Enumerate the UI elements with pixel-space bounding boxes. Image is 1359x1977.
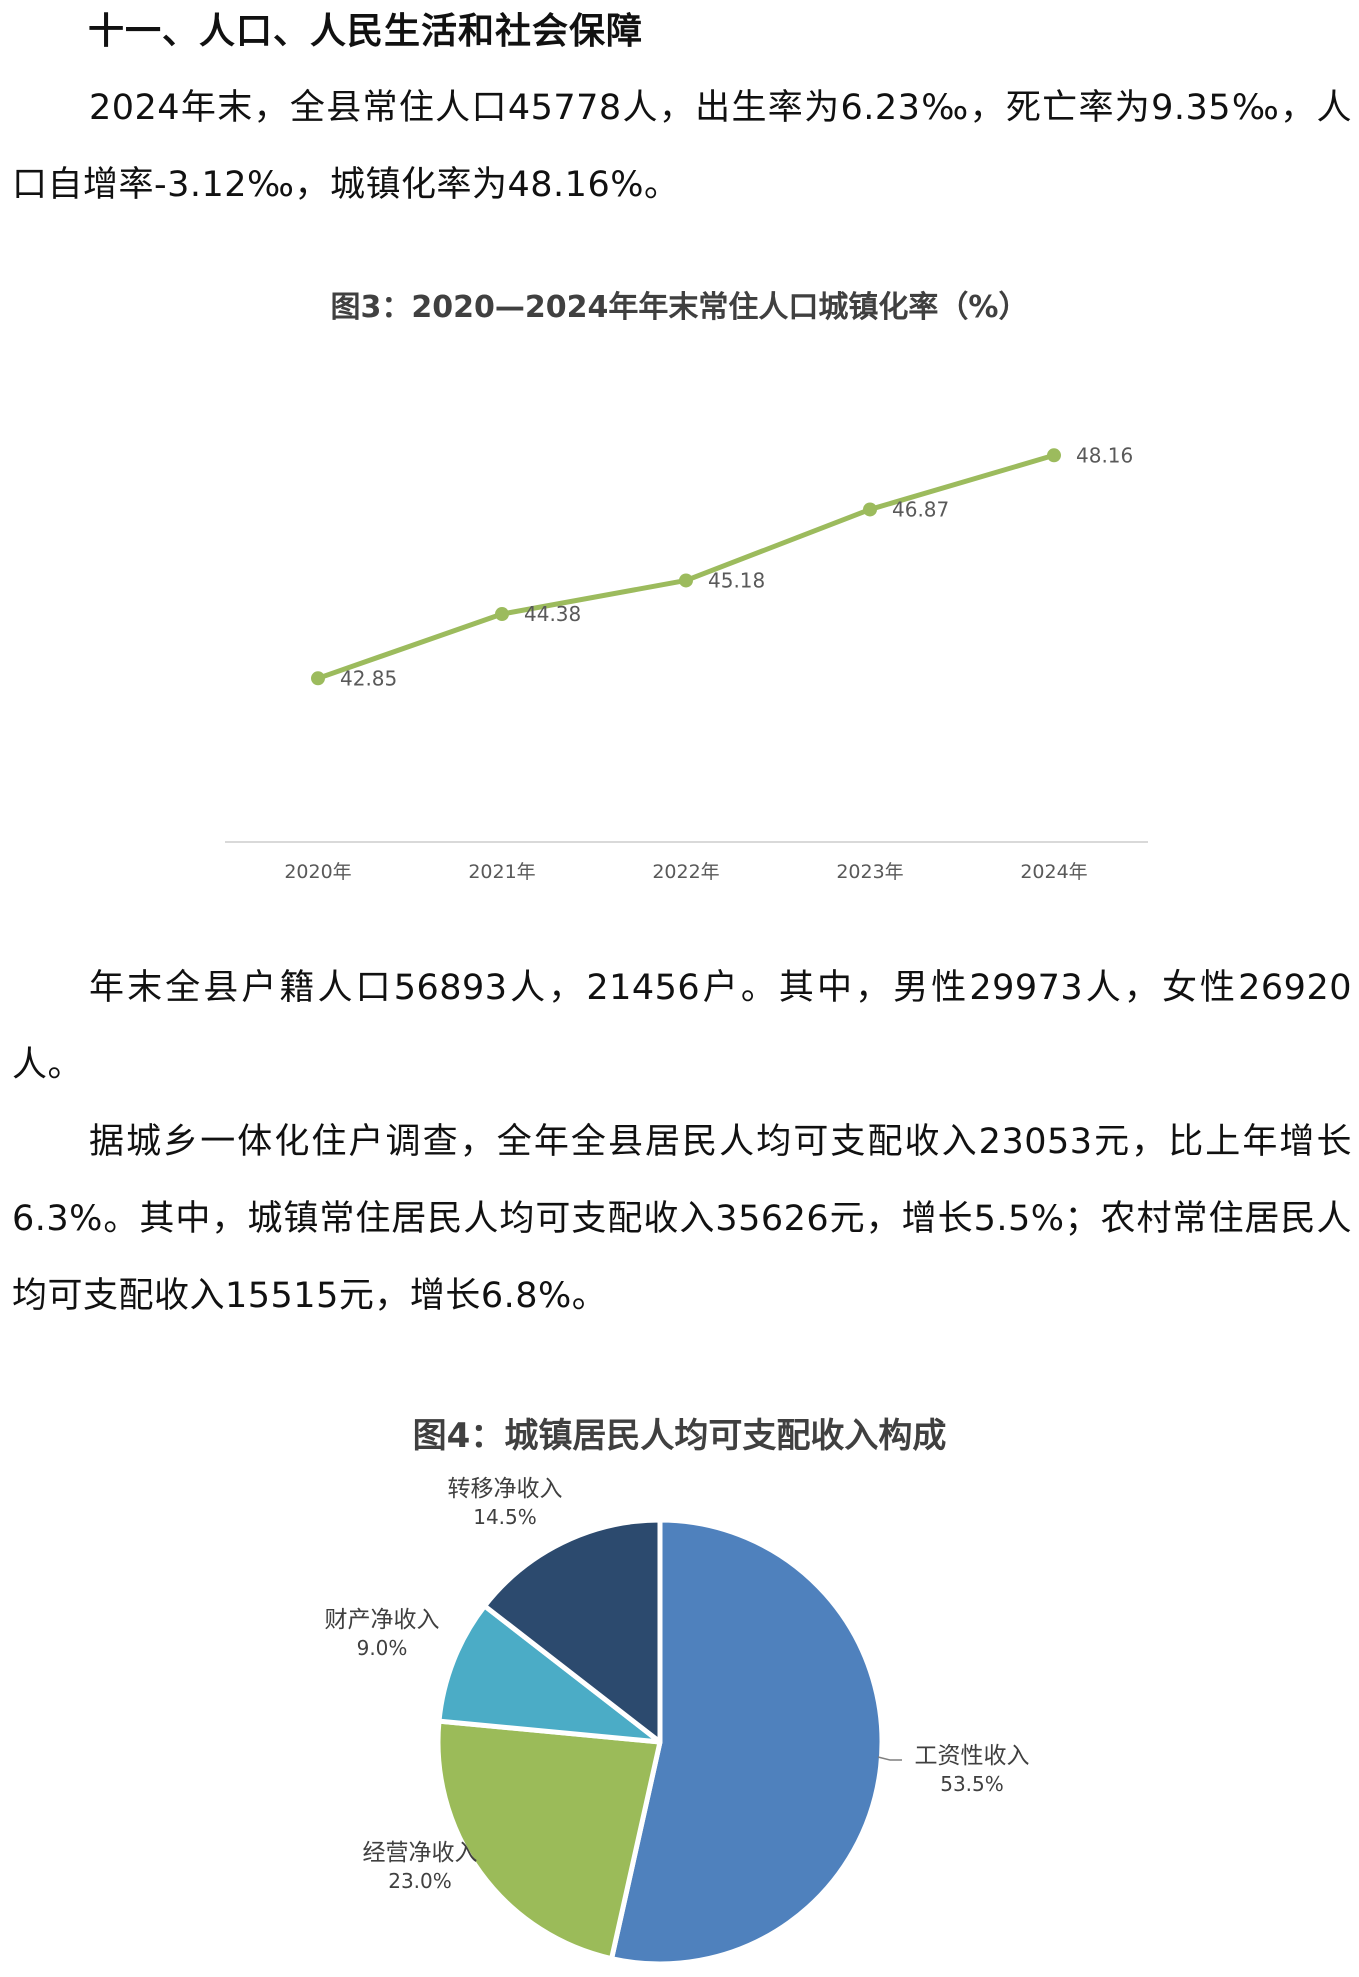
income-composition-pie-chart: 工资性收入 53.5% 经营净收入 23.0% 财产净收入 9.0% 转移净收入 14.5% xyxy=(325,1476,1030,1967)
slice-label: 经营净收入 xyxy=(363,1840,478,1866)
x-tick-label: 2023年 xyxy=(836,861,903,883)
urbanization-series-line xyxy=(315,452,1057,681)
data-point xyxy=(495,607,509,622)
x-tick-label: 2021年 xyxy=(468,861,535,883)
pie-slice xyxy=(435,1718,663,1962)
slice-percent-label: 23.0% xyxy=(388,1869,452,1893)
urbanization-line-chart: 42.85 2020年 44.38 2021年 45.18 2022年 46.87 2023年… xyxy=(225,443,1148,883)
chart-title-income-composition: 图4：城镇居民人均可支配收入构成 xyxy=(412,1416,947,1456)
slice-label: 转移净收入 xyxy=(448,1476,563,1502)
slice-percent-label: 53.5% xyxy=(940,1772,1004,1796)
slice-percent-label: 9.0% xyxy=(357,1636,408,1660)
paragraph-income: 据城乡一体化住户调查，全年全县居民人均可支配收入23053元，比上年增长6.3%… xyxy=(12,1122,1352,1316)
data-point xyxy=(679,573,693,588)
data-point xyxy=(311,671,325,686)
pie-slice xyxy=(482,1517,663,1745)
x-tick-label: 2024年 xyxy=(1020,861,1087,883)
x-tick-label: 2020年 xyxy=(284,861,351,883)
chart-title-urbanization: 图3：2020—2024年年末常住人口城镇化率（%） xyxy=(330,290,1029,325)
slice-label: 财产净收入 xyxy=(325,1607,440,1633)
data-label: 45.18 xyxy=(708,568,765,592)
paragraph-registered-population: 年末全县户籍人口56893人，21456户。其中，男性29973人，女性2692… xyxy=(12,968,1352,1085)
data-point xyxy=(1047,448,1061,463)
data-label: 44.38 xyxy=(524,602,581,626)
section-heading: 十一、人口、人民生活和社会保障 xyxy=(88,11,644,52)
leader-line xyxy=(877,1756,902,1761)
pie-slice xyxy=(436,1603,663,1745)
pie-slice xyxy=(609,1517,885,1967)
data-point xyxy=(863,502,877,517)
slice-percent-label: 14.5% xyxy=(473,1505,537,1529)
slice-label: 工资性收入 xyxy=(915,1743,1030,1769)
data-label: 48.16 xyxy=(1076,443,1133,467)
data-label: 42.85 xyxy=(340,666,397,690)
paragraph-population: 2024年末，全县常住人口45778人，出生率为6.23‰，死亡率为9.35‰，… xyxy=(12,88,1352,205)
x-tick-label: 2022年 xyxy=(652,861,719,883)
data-label: 46.87 xyxy=(892,497,949,521)
